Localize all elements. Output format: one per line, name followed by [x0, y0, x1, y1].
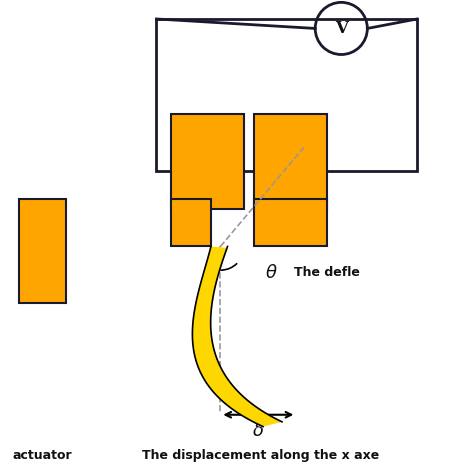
- Text: The displacement along the x axe: The displacement along the x axe: [142, 448, 379, 462]
- Text: actuator: actuator: [13, 448, 73, 462]
- FancyBboxPatch shape: [254, 199, 327, 246]
- FancyBboxPatch shape: [254, 114, 327, 209]
- Text: $\delta$: $\delta$: [252, 422, 264, 440]
- Text: The defle: The defle: [294, 266, 360, 279]
- PathPatch shape: [192, 246, 282, 427]
- Text: $\theta$: $\theta$: [265, 264, 278, 282]
- FancyBboxPatch shape: [171, 199, 211, 246]
- Text: V: V: [335, 20, 348, 37]
- FancyBboxPatch shape: [19, 199, 66, 303]
- FancyBboxPatch shape: [171, 114, 244, 209]
